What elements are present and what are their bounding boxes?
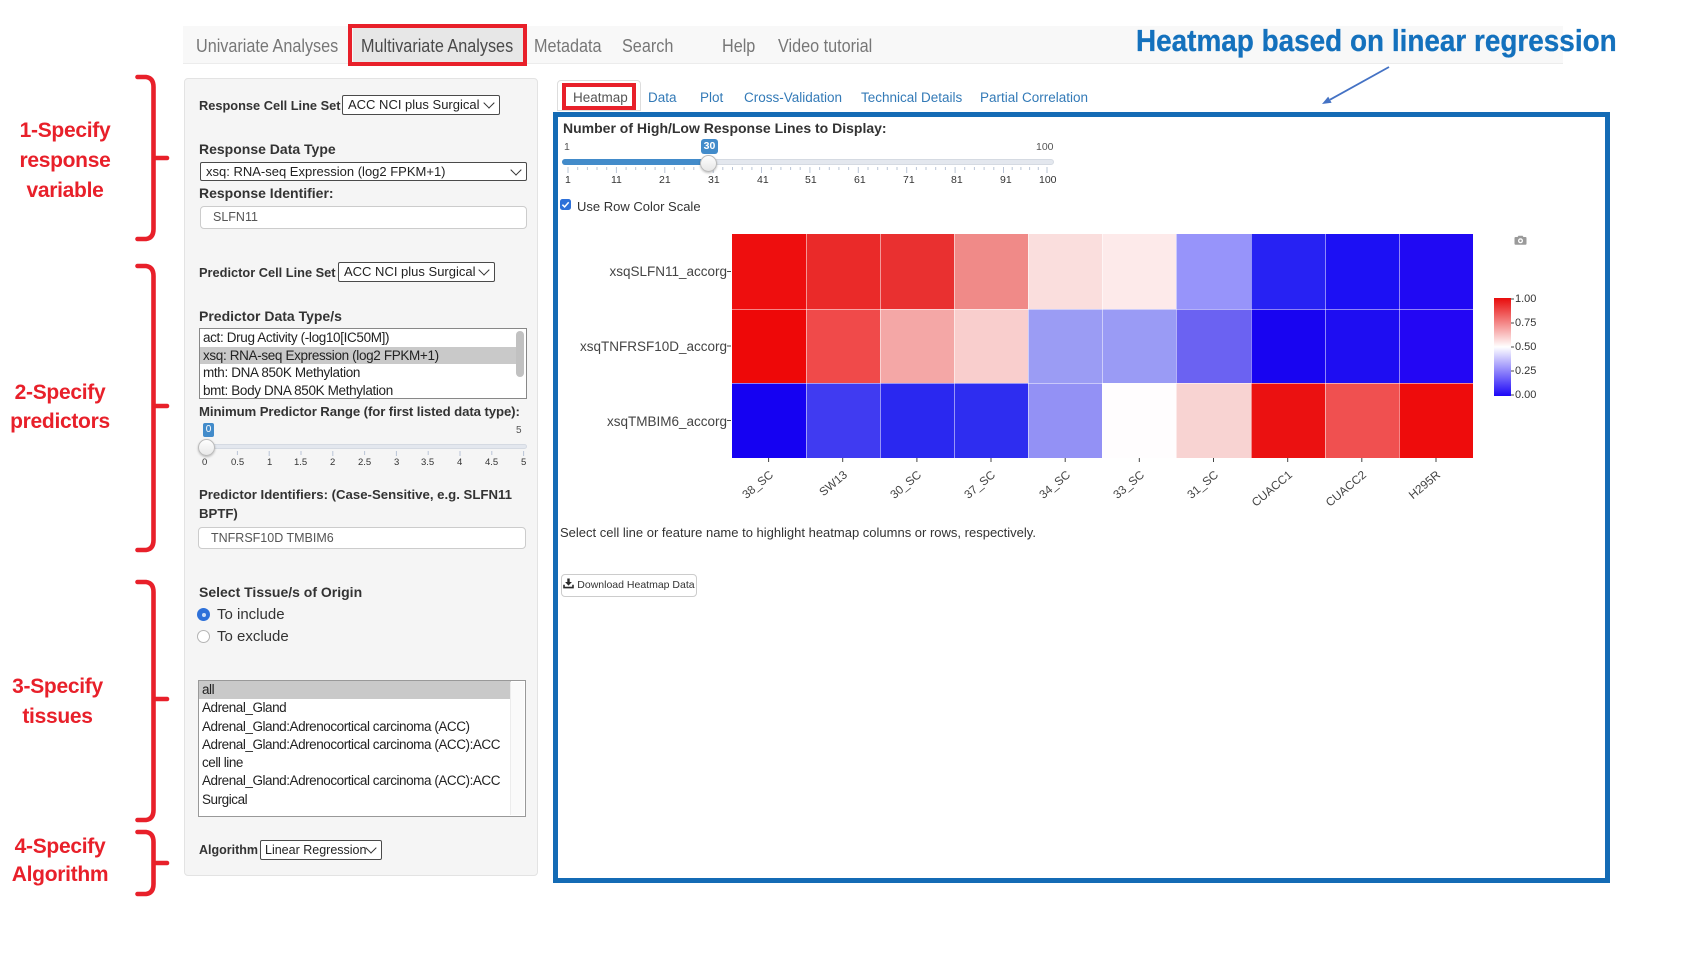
svg-text:SW13: SW13 [816, 467, 850, 499]
svg-text:34_SC: 34_SC [1036, 467, 1073, 501]
svg-text:H295R: H295R [1406, 468, 1443, 502]
svg-text:31_SC: 31_SC [1184, 467, 1221, 501]
svg-text:37_SC: 37_SC [961, 467, 998, 501]
svg-text:30_SC: 30_SC [887, 467, 924, 501]
svg-text:CUACC2: CUACC2 [1323, 468, 1369, 510]
svg-text:38_SC: 38_SC [739, 467, 776, 501]
svg-text:CUACC1: CUACC1 [1249, 468, 1295, 510]
svg-text:33_SC: 33_SC [1110, 467, 1147, 501]
